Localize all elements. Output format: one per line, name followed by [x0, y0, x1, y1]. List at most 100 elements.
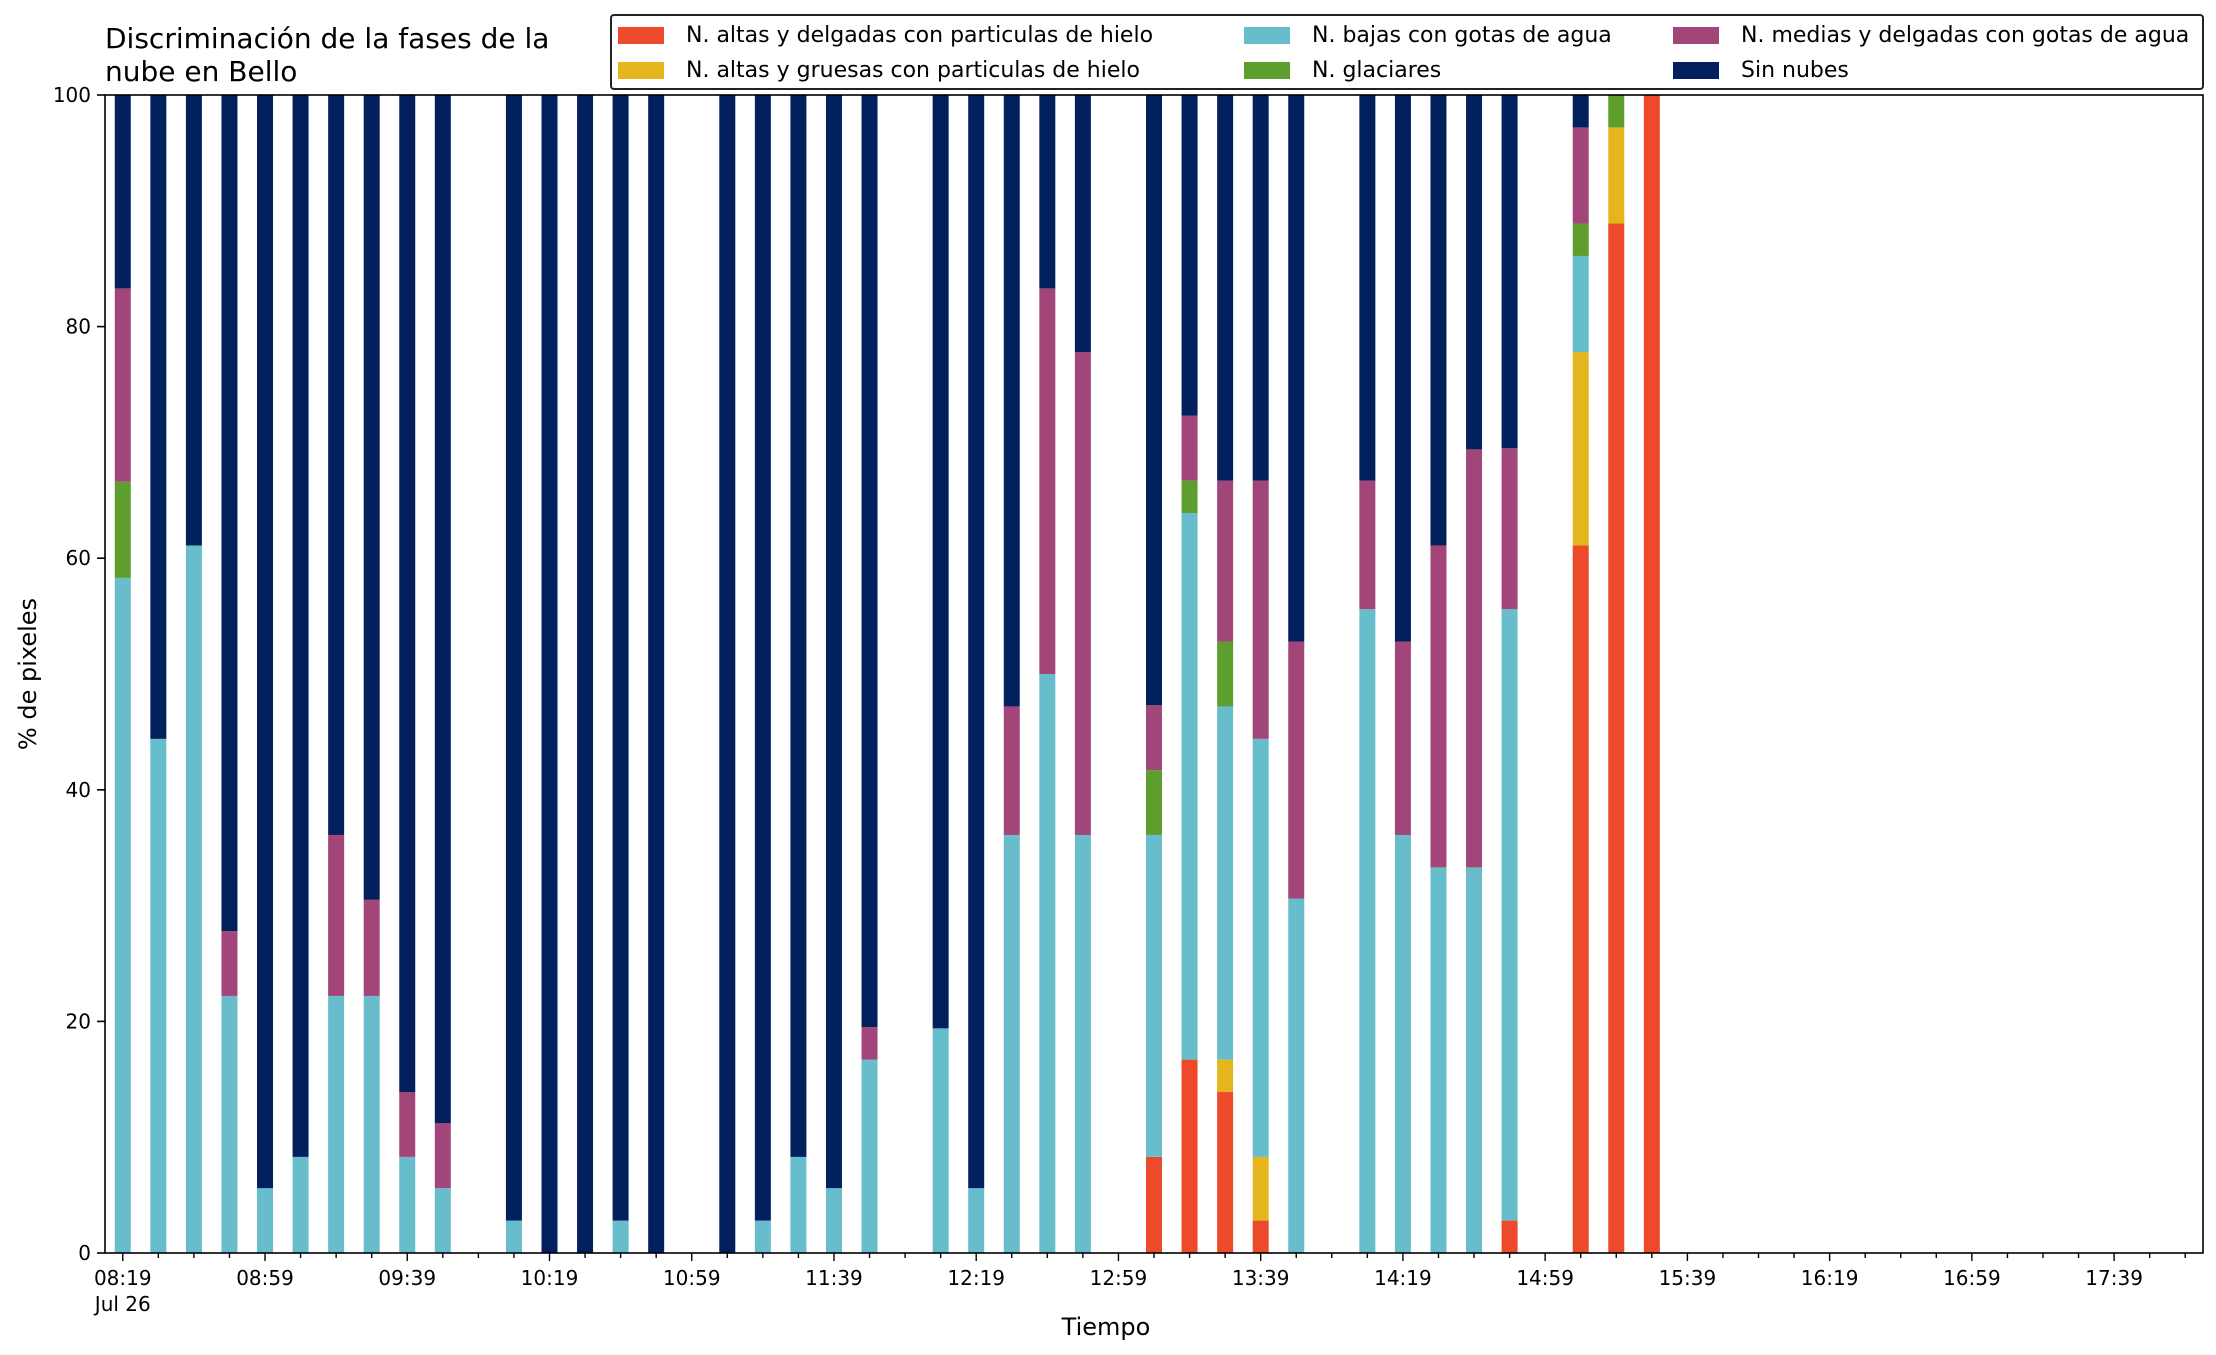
bar-segment-1129-n-bajas-con-gotas-de-agua: [790, 1156, 807, 1253]
bar-segment-1339-n-altas-y-delgadas-con-particulas-de-hielo: [1252, 1220, 1269, 1253]
x-tick-label-1219: 12:19: [947, 1266, 1005, 1290]
bar-segment-1329-n-altas-y-gruesas-con-particulas-de-hielo: [1217, 1059, 1234, 1093]
bar-segment-1349-sin-nubes: [1288, 95, 1305, 642]
bar-segment-1509-n-altas-y-delgadas-con-particulas-de-hielo: [1572, 545, 1589, 1253]
x-tick-label-1339: 13:39: [1232, 1266, 1290, 1290]
bar-segment-0829-sin-nubes: [150, 95, 167, 739]
legend-swatch-medias-delgadas: [1673, 26, 1719, 44]
bar-segment-1009-n-bajas-con-gotas-de-agua: [505, 1220, 522, 1253]
x-tick-label-1539: 15:39: [1659, 1266, 1717, 1290]
legend-label-altas-delgadas: N. altas y delgadas con particulas de hi…: [686, 22, 1154, 48]
bar-segment-1309-n-glaciares: [1146, 770, 1162, 835]
bar-segment-1329-sin-nubes: [1217, 95, 1234, 481]
bar-segment-0819-n-glaciares: [114, 481, 131, 578]
legend-label-medias-delgadas: N. medias y delgadas con gotas de agua: [1741, 22, 2190, 48]
legend-item-altas-gruesas: N. altas y gruesas con particulas de hie…: [618, 54, 1140, 86]
x-tick-label-0819: 08:19: [94, 1266, 152, 1290]
bar-segment-1239-sin-nubes: [1039, 95, 1056, 289]
bar-segment-1119-sin-nubes: [754, 95, 771, 1221]
bar-segment-1419-n-bajas-con-gotas-de-agua: [1394, 834, 1411, 1253]
bar-segment-0929-n-bajas-con-gotas-de-agua: [363, 995, 380, 1253]
legend-item-sin-nubes: Sin nubes: [1673, 54, 1849, 86]
bar-segment-1119-n-bajas-con-gotas-de-agua: [754, 1220, 771, 1253]
chart-title-line-2: nube en Bello: [105, 55, 298, 88]
y-tick-label-60: 60: [66, 546, 91, 570]
bar-segment-0849-sin-nubes: [221, 95, 238, 932]
x-tick-label-0859: 08:59: [236, 1266, 294, 1290]
bar-segment-0819-n-medias-y-delgadas-con-gotas-de-agua: [114, 288, 131, 482]
bar-segment-1339-n-bajas-con-gotas-de-agua: [1252, 738, 1269, 1157]
bar-segment-1439-sin-nubes: [1466, 95, 1483, 450]
legend-item-bajas-agua: N. bajas con gotas de agua: [1244, 19, 1612, 51]
bar-segment-0839-sin-nubes: [185, 95, 202, 546]
bar-segment-1349-n-medias-y-delgadas-con-gotas-de-agua: [1288, 641, 1305, 899]
bar-segment-1019-sin-nubes: [541, 95, 558, 1253]
bar-segment-1139-n-bajas-con-gotas-de-agua: [825, 1188, 842, 1253]
bar-segment-1509-n-glaciares: [1572, 223, 1589, 256]
legend-label-glaciares: N. glaciares: [1312, 57, 1442, 83]
bar-segment-0819-sin-nubes: [114, 95, 131, 289]
legend-label-sin-nubes: Sin nubes: [1741, 57, 1849, 83]
bar-segment-1149-n-bajas-con-gotas-de-agua: [861, 1059, 878, 1253]
y-tick-label-0: 0: [78, 1241, 91, 1265]
bar-segment-1519-n-altas-y-delgadas-con-particulas-de-hielo: [1608, 223, 1625, 1253]
bar-segment-1339-n-medias-y-delgadas-con-gotas-de-agua: [1252, 480, 1269, 739]
y-axis-label: % de pixeles: [14, 597, 42, 751]
legend-swatch-bajas-agua: [1244, 26, 1290, 44]
bar-segment-0849-n-medias-y-delgadas-con-gotas-de-agua: [221, 931, 238, 996]
bar-segment-0919-n-medias-y-delgadas-con-gotas-de-agua: [328, 834, 345, 996]
bar-segment-0839-n-bajas-con-gotas-de-agua: [185, 545, 202, 1253]
y-axis: 0 20 40 60 80 100: [53, 83, 105, 1265]
bar-segment-1509-n-altas-y-gruesas-con-particulas-de-hielo: [1572, 352, 1589, 546]
x-tick-label-1259: 12:59: [1090, 1266, 1148, 1290]
bar-segment-0829-n-bajas-con-gotas-de-agua: [150, 738, 167, 1253]
bar-segment-1449-n-altas-y-delgadas-con-particulas-de-hielo: [1501, 1220, 1518, 1253]
bar-segment-0849-n-bajas-con-gotas-de-agua: [221, 995, 238, 1253]
bar-segment-1429-n-medias-y-delgadas-con-gotas-de-agua: [1430, 545, 1447, 868]
chart-title-line-1: Discriminación de la fases de la: [105, 22, 550, 55]
bar-segment-1509-n-bajas-con-gotas-de-agua: [1572, 255, 1589, 353]
bar-segment-0949-n-bajas-con-gotas-de-agua: [434, 1188, 451, 1253]
legend-item-medias-delgadas: N. medias y delgadas con gotas de agua: [1673, 19, 2189, 51]
bar-segment-1329-n-altas-y-delgadas-con-particulas-de-hielo: [1217, 1092, 1234, 1253]
bar-segment-1039-sin-nubes: [612, 95, 629, 1221]
x-tick-label-1739: 17:39: [2085, 1266, 2143, 1290]
bar-segment-1449-n-medias-y-delgadas-con-gotas-de-agua: [1501, 448, 1518, 610]
legend-swatch-sin-nubes: [1673, 61, 1719, 79]
x-tick-label-1459: 14:59: [1516, 1266, 1574, 1290]
bar-segment-1009-sin-nubes: [505, 95, 522, 1221]
bar-segment-0909-n-bajas-con-gotas-de-agua: [292, 1156, 309, 1253]
bar-segment-1509-n-medias-y-delgadas-con-gotas-de-agua: [1572, 127, 1589, 224]
bar-segment-1149-n-medias-y-delgadas-con-gotas-de-agua: [861, 1027, 878, 1060]
bar-segment-1319-n-bajas-con-gotas-de-agua: [1181, 513, 1198, 1060]
bar-segment-1209-sin-nubes: [932, 95, 949, 1029]
bar-segment-1229-n-medias-y-delgadas-con-gotas-de-agua: [1003, 706, 1020, 835]
legend-label-altas-gruesas: N. altas y gruesas con particulas de hie…: [686, 57, 1140, 83]
bar-segment-0939-n-medias-y-delgadas-con-gotas-de-agua: [399, 1092, 416, 1157]
bar-segment-1429-sin-nubes: [1430, 95, 1447, 546]
legend-label-bajas-agua: N. bajas con gotas de agua: [1312, 22, 1612, 48]
bar-segment-1239-n-medias-y-delgadas-con-gotas-de-agua: [1039, 288, 1056, 674]
bar-segment-1439-n-medias-y-delgadas-con-gotas-de-agua: [1466, 449, 1483, 868]
bar-segment-1349-n-bajas-con-gotas-de-agua: [1288, 898, 1305, 1253]
bar-segment-1529-n-altas-y-delgadas-con-particulas-de-hielo: [1643, 95, 1660, 1253]
bar-segment-1219-n-bajas-con-gotas-de-agua: [968, 1188, 985, 1253]
bar-segment-1209-n-bajas-con-gotas-de-agua: [932, 1028, 949, 1253]
bar-segment-1319-sin-nubes: [1181, 95, 1198, 416]
bar-segment-1409-sin-nubes: [1359, 95, 1376, 481]
bar-segment-1029-sin-nubes: [577, 95, 594, 1253]
x-tick-label-1139: 11:39: [805, 1266, 863, 1290]
bar-segment-1319-n-glaciares: [1181, 480, 1198, 514]
bar-segment-1519-n-glaciares: [1608, 95, 1625, 128]
bar-segment-1109-sin-nubes: [719, 95, 736, 1253]
x-tick-label-0939: 09:39: [378, 1266, 436, 1290]
x-tick-label-1059: 10:59: [663, 1266, 721, 1290]
y-tick-label-80: 80: [66, 315, 91, 339]
bar-segment-1329-n-glaciares: [1217, 641, 1234, 707]
bar-segment-1409-n-bajas-con-gotas-de-agua: [1359, 609, 1376, 1253]
legend-item-altas-delgadas: N. altas y delgadas con particulas de hi…: [618, 19, 1153, 51]
bar-segment-1449-sin-nubes: [1501, 95, 1518, 449]
bar-segment-1429-n-bajas-con-gotas-de-agua: [1430, 867, 1447, 1253]
x-axis-label: Tiempo: [1061, 1313, 1151, 1341]
